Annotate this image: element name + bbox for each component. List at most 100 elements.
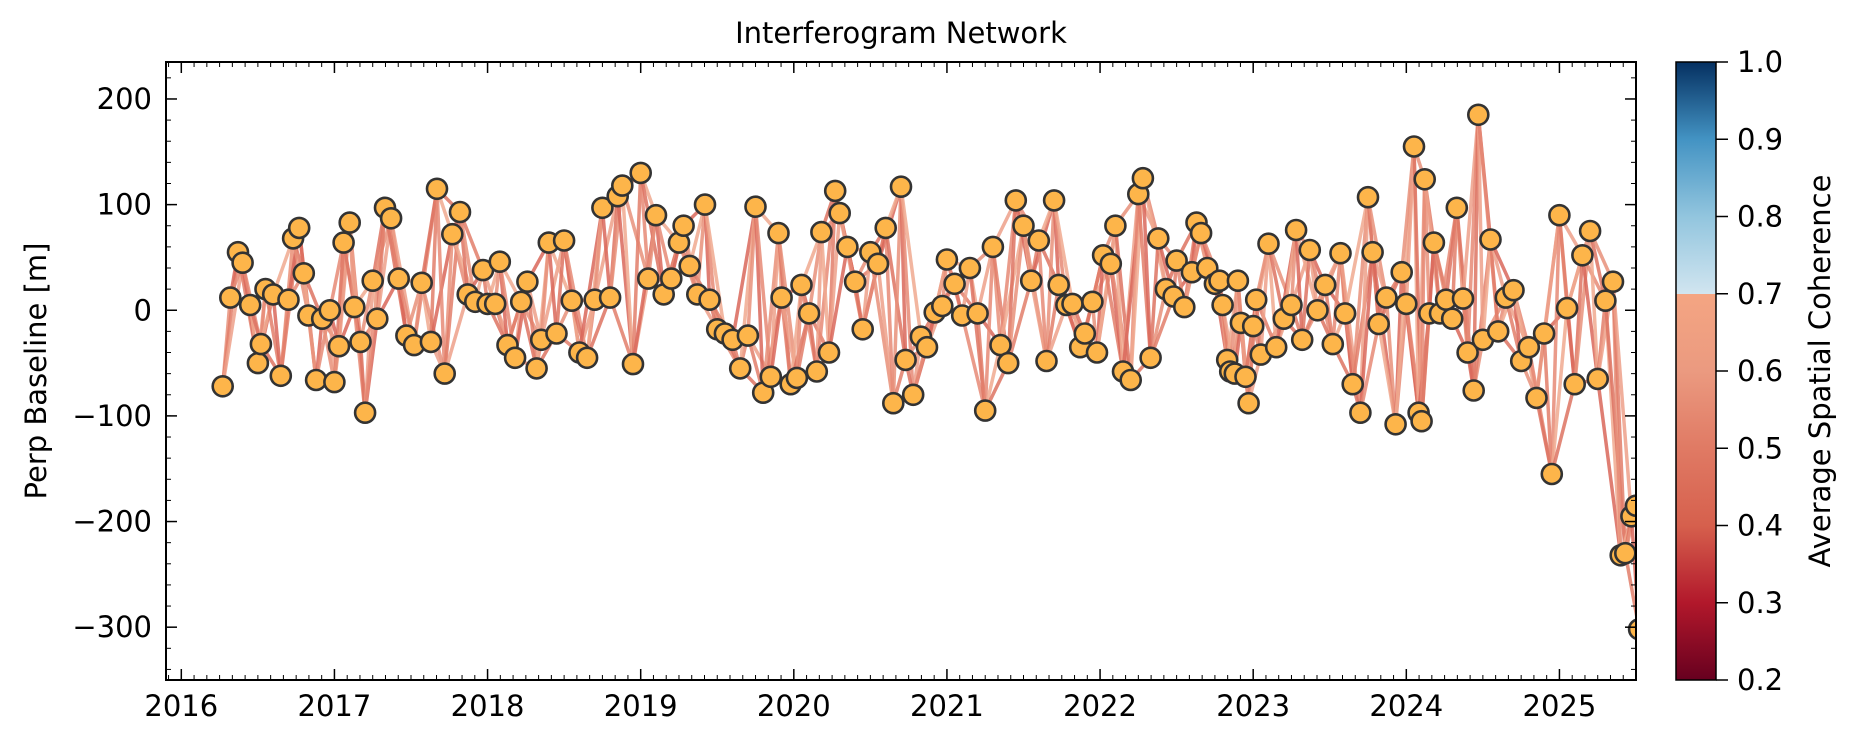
acquisition-point <box>1333 302 1357 325</box>
acquisition-point <box>759 365 783 389</box>
acquisition-point <box>440 222 464 246</box>
acquisition-point <box>810 220 833 244</box>
acquisition-point <box>1525 386 1548 410</box>
acquisition-point <box>318 298 342 322</box>
acquisition-point <box>1042 189 1066 212</box>
x-tick-label: 2025 <box>1523 689 1597 723</box>
x-axis-ticks: 2016 2017 2018 2019 2020 2021 2022 2023 2024 2025 <box>144 62 1637 723</box>
x-tick-label: 2017 <box>298 689 372 723</box>
acquisition-point <box>365 307 389 331</box>
acquisition-point <box>1208 269 1231 293</box>
colorbar-tick-label: 0.5 <box>1737 431 1783 465</box>
acquisition-point <box>797 302 821 325</box>
acquisition-point <box>1085 341 1109 364</box>
interferogram-edge <box>1542 213 1562 336</box>
acquisition-point <box>785 366 809 390</box>
acquisition-point <box>958 256 982 280</box>
interferogram-edge <box>1113 223 1133 382</box>
acquisition-point <box>246 351 270 375</box>
acquisition-point <box>843 270 867 294</box>
acquisition-point <box>1047 273 1070 297</box>
acquisition-point <box>1532 322 1556 345</box>
acquisition-point <box>277 288 300 312</box>
acquisition-point <box>851 317 875 341</box>
interferogram-edge <box>960 313 987 413</box>
acquisition-point <box>1284 218 1308 242</box>
interferogram-edge <box>1542 331 1554 476</box>
acquisition-point <box>901 383 925 407</box>
acquisition-point <box>894 348 917 372</box>
colorbar-title: Average Spatial Coherence <box>1803 175 1837 568</box>
acquisition-point <box>728 357 752 380</box>
colorbar-tick-label: 0.3 <box>1737 586 1783 620</box>
colorbar-tick-label: 0.6 <box>1737 354 1783 388</box>
acquisition-point <box>966 302 989 325</box>
y-axis-title: Perp Baseline [m] <box>19 243 53 500</box>
interferogram-edge <box>795 283 804 380</box>
acquisition-point <box>1451 287 1475 310</box>
acquisition-point <box>621 352 645 376</box>
acquisition-point <box>1367 312 1390 336</box>
interferogram-edge <box>547 240 559 336</box>
acquisition-point <box>1321 332 1345 356</box>
acquisition-point <box>1540 462 1564 486</box>
acquisition-point <box>1298 238 1322 262</box>
y-tick-label: −200 <box>72 505 152 539</box>
acquisition-point <box>1189 221 1213 245</box>
acquisition-point <box>211 374 234 398</box>
interferogram-edge <box>695 202 707 297</box>
y-tick-label: −100 <box>72 399 152 433</box>
interferogram-edge <box>1419 177 1427 423</box>
interferogram-edge <box>442 292 470 376</box>
acquisition-point <box>552 229 576 252</box>
acquisition-point <box>1517 335 1541 359</box>
acquisition-point <box>1081 290 1104 314</box>
interferogram-edge <box>1300 248 1312 342</box>
acquisition-point <box>805 360 829 383</box>
colorbar <box>1675 61 1717 681</box>
acquisition-point <box>410 271 434 295</box>
interferogram-edge <box>1294 228 1304 342</box>
colorbar-ticks: 1.0 0.9 0.8 0.7 0.6 0.5 0.4 0.3 0.2 <box>1716 45 1783 697</box>
acquisition-point <box>1445 196 1469 220</box>
interferogram-edge <box>1611 279 1634 519</box>
acquisition-point <box>361 269 385 293</box>
interferogram-edge <box>1623 551 1636 623</box>
interferogram-edge <box>769 295 784 379</box>
interferogram-edge <box>1358 322 1381 415</box>
acquisition-point <box>1147 227 1170 250</box>
acquisition-point <box>1012 214 1035 237</box>
acquisition-point <box>1211 293 1234 317</box>
interferogram-edge <box>1565 306 1577 386</box>
acquisition-point <box>1356 185 1380 209</box>
acquisition-point <box>693 193 717 216</box>
acquisition-point <box>1280 293 1303 317</box>
acquisition-point <box>1349 401 1372 425</box>
interferogram-edge <box>703 202 727 336</box>
acquisition-point <box>629 161 653 185</box>
acquisition-point <box>1555 296 1579 320</box>
acquisition-point <box>1341 372 1364 396</box>
acquisition-point <box>1329 241 1352 265</box>
acquisition-point <box>1601 270 1625 294</box>
y-tick-label: 0 <box>134 293 152 327</box>
acquisition-point <box>1361 240 1384 264</box>
interferogram-edge <box>1550 213 1562 476</box>
interferogram-edge <box>1331 251 1343 346</box>
interferogram-edge <box>1488 237 1500 334</box>
interferogram-edge <box>746 204 758 338</box>
acquisition-point <box>744 195 767 218</box>
acquisition-point <box>1402 135 1426 158</box>
acquisition-point <box>1035 349 1058 373</box>
interferogram-edge <box>1476 113 1485 342</box>
acquisition-point <box>1456 341 1479 364</box>
acquisition-point <box>1027 229 1051 252</box>
acquisition-point <box>1234 365 1257 389</box>
acquisition-point <box>292 261 316 285</box>
acquisition-point <box>817 341 841 364</box>
acquisition-point <box>332 231 355 254</box>
colorbar-tick-label: 0.2 <box>1737 663 1783 697</box>
acquisition-point <box>1571 244 1594 267</box>
acquisition-point <box>1502 278 1525 302</box>
